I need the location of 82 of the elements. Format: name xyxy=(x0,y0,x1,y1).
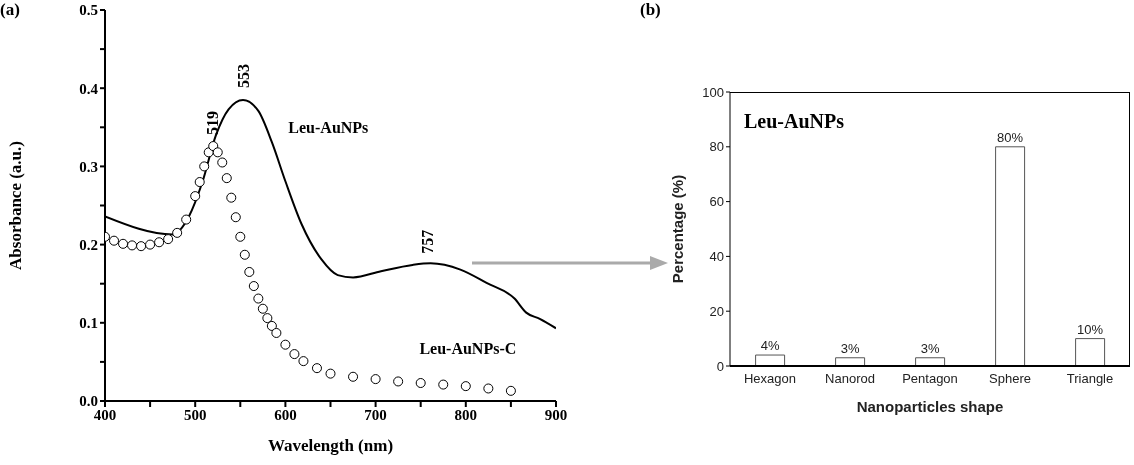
point xyxy=(226,192,237,203)
point xyxy=(262,313,273,324)
y-axis-title: Absorbance (a.u.) xyxy=(6,141,26,270)
point xyxy=(393,376,404,387)
point xyxy=(460,381,471,392)
y-tick-label: 100 xyxy=(702,84,724,100)
point xyxy=(194,177,205,188)
point xyxy=(266,320,277,331)
x-tick-label: Hexagon xyxy=(743,371,797,387)
data-label: 3% xyxy=(840,340,860,356)
point xyxy=(217,157,228,168)
y-tick-label: 80 xyxy=(709,139,724,155)
point xyxy=(118,238,129,249)
x-tick-label: Triangle xyxy=(1066,371,1114,387)
point xyxy=(505,385,516,396)
point xyxy=(348,371,359,382)
point xyxy=(438,379,449,390)
bar xyxy=(835,357,866,366)
x-tick-label: Pentagon xyxy=(902,371,958,387)
point xyxy=(298,356,309,367)
point xyxy=(190,191,201,202)
y-tick-label: 40 xyxy=(709,249,724,265)
point xyxy=(154,237,165,248)
point xyxy=(212,147,223,158)
y-tick-label: 0 xyxy=(716,358,724,374)
point xyxy=(244,266,255,277)
point xyxy=(311,363,322,374)
x-tick-label: Sphere xyxy=(989,371,1031,387)
point xyxy=(136,241,147,252)
series-label: Leu-AuNPs-C xyxy=(419,340,517,358)
point xyxy=(127,240,138,251)
data-label: 10% xyxy=(1077,321,1104,337)
x-axis-title: Nanoparticles shape xyxy=(856,398,1004,415)
y-tick-label: 60 xyxy=(709,194,724,210)
y-tick-label: 0.1 xyxy=(79,315,98,332)
x-tick-label: 900 xyxy=(544,406,568,423)
point xyxy=(109,235,120,246)
annotation: 553 xyxy=(235,64,253,89)
point xyxy=(172,227,183,238)
y-tick-label: 0.3 xyxy=(79,158,98,175)
annotation: Leu-AuNPs xyxy=(744,110,845,133)
point xyxy=(483,383,494,394)
data-label: 80% xyxy=(997,129,1024,145)
x-tick-label: 800 xyxy=(454,406,478,423)
point xyxy=(235,231,246,242)
y-axis-title: Percentage (%) xyxy=(669,174,687,284)
data-label: 4% xyxy=(760,338,780,354)
point xyxy=(239,249,250,260)
point xyxy=(163,234,174,245)
y-tick-label: 0.5 xyxy=(79,2,98,19)
point xyxy=(257,303,268,314)
bar xyxy=(1075,338,1106,366)
point xyxy=(271,327,282,338)
point xyxy=(221,173,232,184)
bar xyxy=(995,146,1026,366)
x-tick-label: 600 xyxy=(274,406,297,423)
y-tick-label: 0.2 xyxy=(79,236,98,253)
bar xyxy=(755,354,786,366)
point xyxy=(199,161,210,172)
x-tick-label: Nanorod xyxy=(825,371,875,387)
point xyxy=(253,293,264,304)
y-tick-label: 20 xyxy=(709,303,724,319)
series-label: Leu-AuNPs xyxy=(288,118,369,136)
data-label: 3% xyxy=(920,340,940,356)
point xyxy=(289,349,300,360)
point xyxy=(145,239,156,250)
point xyxy=(280,339,291,350)
annotation: 757 xyxy=(419,229,437,254)
annotation: 519 xyxy=(204,110,222,135)
point xyxy=(181,214,192,225)
point xyxy=(370,374,381,385)
chart-title: (b) xyxy=(640,0,661,20)
point xyxy=(325,368,336,379)
x-tick-label: 700 xyxy=(364,406,387,423)
point xyxy=(415,378,426,389)
point xyxy=(248,281,259,292)
bar xyxy=(915,357,946,366)
x-axis-title: Wavelength (nm) xyxy=(267,436,394,455)
chart-title: (a) xyxy=(0,0,20,20)
y-tick-label: 0.4 xyxy=(79,80,99,97)
x-tick-label: 500 xyxy=(183,406,207,423)
point xyxy=(230,212,241,223)
